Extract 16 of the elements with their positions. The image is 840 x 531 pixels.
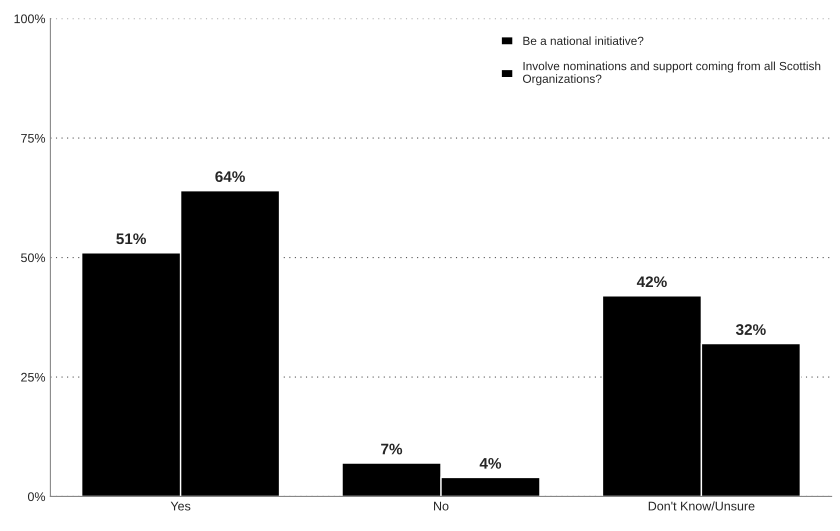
- data-label: 42%: [636, 276, 667, 288]
- x-tick-label: No: [434, 502, 448, 511]
- x-tick-label: Yes: [170, 502, 190, 511]
- y-tick-label: 100%: [14, 14, 46, 24]
- data-label: 64%: [215, 171, 245, 182]
- data-label: 4%: [480, 458, 502, 469]
- data-label: 7%: [381, 444, 402, 454]
- legend-label: Be a national initiative?: [523, 36, 644, 46]
- y-tick-label: 25%: [21, 372, 46, 382]
- y-tick-label: 50%: [21, 253, 46, 262]
- y-tick-label: 75%: [21, 134, 46, 143]
- data-label: 51%: [116, 233, 146, 244]
- x-tick-label: Don't Know/Unsure: [648, 501, 754, 511]
- data-label: 32%: [736, 324, 766, 336]
- legend-label: Involve nominations and support coming from all Scottish Organizations?: [522, 62, 820, 86]
- y-tick-label: 0%: [28, 492, 46, 502]
